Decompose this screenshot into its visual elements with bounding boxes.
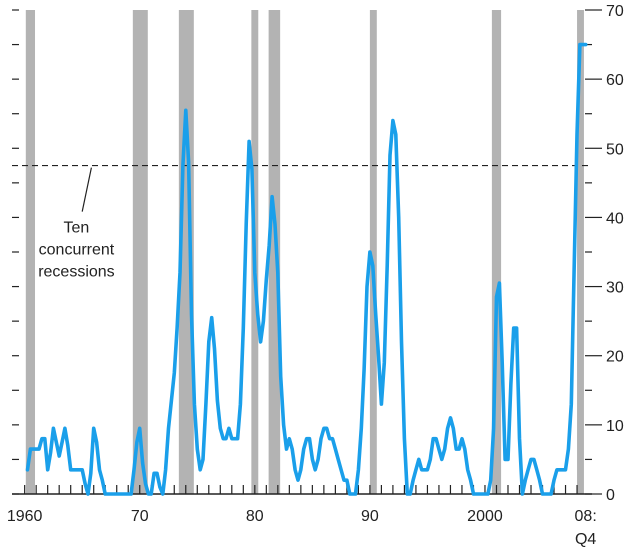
recession-band [178, 10, 194, 494]
recession-band [369, 10, 377, 494]
y-tick-label: 30 [606, 280, 624, 297]
recession-band [491, 10, 502, 494]
x-tick-label: 2000 [467, 508, 503, 525]
x-tick-label: 90 [361, 508, 379, 525]
series-line-0 [25, 42, 588, 496]
y-tick-label: 40 [606, 210, 624, 227]
y-tick-label: 50 [606, 141, 624, 158]
recession-band [132, 10, 148, 494]
annotation-leader-line [81, 167, 92, 212]
x-tick-label: 70 [131, 508, 149, 525]
x-axis: 1960 70 80 90 2000 08: Q4 [7, 485, 597, 548]
x-tick-label: 1960 [7, 508, 43, 525]
x-tick-label: 08: [575, 508, 597, 525]
annotation-line-2: concurrent [39, 242, 115, 259]
recession-band [25, 10, 36, 494]
annotation-line-1: Ten [64, 220, 90, 237]
y-tick-label: 10 [606, 418, 624, 435]
y-tick-label: 0 [606, 487, 615, 504]
recession-band [577, 10, 584, 494]
x-tick-label: 80 [246, 508, 264, 525]
left-axis-ticks [12, 9, 19, 495]
reference-line-group: Ten concurrent recessions [12, 164, 592, 281]
series-group [25, 42, 588, 496]
recession-band [268, 10, 281, 494]
annotation-line-3: recessions [38, 264, 114, 281]
x-tick-label-secondary: Q4 [575, 531, 596, 548]
y-tick-label: 70 [606, 3, 624, 20]
right-axis: 0 10 20 30 40 50 60 70 [585, 3, 624, 504]
y-tick-label: 20 [606, 349, 624, 366]
y-tick-label: 60 [606, 72, 624, 89]
